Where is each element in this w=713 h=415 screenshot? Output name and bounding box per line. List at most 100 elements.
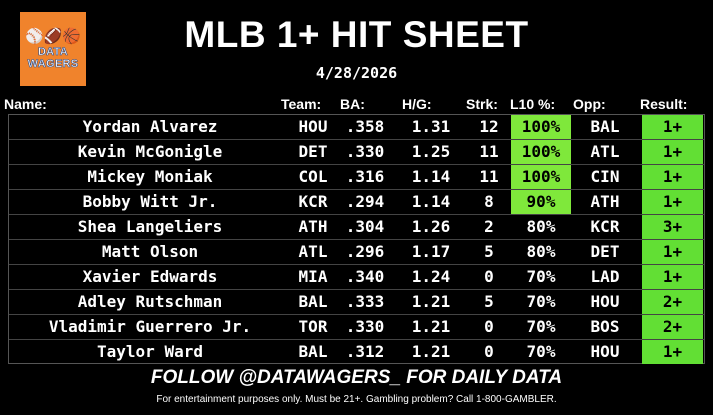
cell-l10: 70% xyxy=(526,267,556,286)
cell-opp: DET xyxy=(590,242,620,261)
cell-ba: .358 xyxy=(345,117,385,136)
cell-name: Xavier Edwards xyxy=(82,267,218,286)
cell-ba: .304 xyxy=(345,217,385,236)
cell-strk: 11 xyxy=(479,167,499,186)
cell-team: ATL xyxy=(298,242,328,261)
cell-l10: 100% xyxy=(511,140,571,164)
table-row: Bobby Witt Jr. KCR .294 1.14 8 90% ATH 1+ xyxy=(9,190,704,215)
table-row: Adley Rutschman BAL .333 1.21 5 70% HOU 2+ xyxy=(9,290,704,315)
cell-opp: BOS xyxy=(590,317,620,336)
follow-banner: FOLLOW @DATAWAGERS_ FOR DAILY DATA xyxy=(150,367,563,388)
cell-name: Shea Langeliers xyxy=(77,217,223,236)
header-l10: L10 %: xyxy=(510,96,556,112)
cell-hg: 1.24 xyxy=(411,267,451,286)
cell-l10: 80% xyxy=(526,242,556,261)
cell-name: Yordan Alvarez xyxy=(82,117,218,136)
cell-result: 1+ xyxy=(642,190,703,214)
cell-opp: ATH xyxy=(590,192,620,211)
cell-result: 1+ xyxy=(642,115,703,139)
cell-name: Bobby Witt Jr. xyxy=(82,192,218,211)
cell-team: HOU xyxy=(298,117,328,136)
cell-strk: 12 xyxy=(479,117,499,136)
cell-ba: .340 xyxy=(345,267,385,286)
cell-hg: 1.21 xyxy=(411,342,451,361)
cell-ba: .312 xyxy=(345,342,385,361)
cell-team: BAL xyxy=(298,342,328,361)
cell-team: MIA xyxy=(298,267,328,286)
sports-balls-icon: ⚾🏈🏀 xyxy=(24,27,82,45)
sheet-date: 4/28/2026 xyxy=(315,64,398,82)
cell-ba: .330 xyxy=(345,317,385,336)
cell-l10: 90% xyxy=(511,190,571,214)
cell-result: 1+ xyxy=(642,165,703,189)
cell-l10: 80% xyxy=(526,217,556,236)
cell-hg: 1.21 xyxy=(411,292,451,311)
disclaimer-text: For entertainment purposes only. Must be… xyxy=(156,394,557,405)
table-row: Mickey Moniak COL .316 1.14 11 100% CIN 1+ xyxy=(9,165,704,190)
cell-result: 1+ xyxy=(642,140,703,164)
cell-strk: 0 xyxy=(484,267,494,286)
cell-opp: KCR xyxy=(590,217,620,236)
header-result: Result: xyxy=(640,96,688,112)
cell-hg: 1.31 xyxy=(411,117,451,136)
header-ba: BA: xyxy=(340,96,365,112)
cell-ba: .316 xyxy=(345,167,385,186)
cell-l10: 70% xyxy=(526,342,556,361)
cell-result: 1+ xyxy=(642,240,703,264)
header-strk: Strk: xyxy=(466,96,498,112)
cell-name: Mickey Moniak xyxy=(87,167,213,186)
cell-result: 1+ xyxy=(642,265,703,289)
cell-result: 2+ xyxy=(642,290,703,314)
cell-team: BAL xyxy=(298,292,328,311)
cell-team: TOR xyxy=(298,317,328,336)
header-opp: Opp: xyxy=(573,96,606,112)
table-row: Xavier Edwards MIA .340 1.24 0 70% LAD 1+ xyxy=(9,265,704,290)
cell-strk: 0 xyxy=(484,342,494,361)
table-row: Shea Langeliers ATH .304 1.26 2 80% KCR 3+ xyxy=(9,215,704,240)
cell-team: DET xyxy=(298,142,328,161)
header-hg: H/G: xyxy=(402,96,432,112)
cell-ba: .296 xyxy=(345,242,385,261)
cell-ba: .294 xyxy=(345,192,385,211)
cell-opp: BAL xyxy=(590,117,620,136)
cell-hg: 1.21 xyxy=(411,317,451,336)
cell-hg: 1.25 xyxy=(411,142,451,161)
cell-ba: .333 xyxy=(345,292,385,311)
cell-opp: ATL xyxy=(590,142,620,161)
cell-strk: 8 xyxy=(484,192,494,211)
cell-hg: 1.14 xyxy=(411,167,451,186)
cell-strk: 2 xyxy=(484,217,494,236)
cell-result: 2+ xyxy=(642,315,703,339)
cell-hg: 1.17 xyxy=(411,242,451,261)
cell-opp: CIN xyxy=(590,167,620,186)
header-team: Team: xyxy=(281,96,322,112)
datawagers-logo: ⚾🏈🏀 DATA WAGERS xyxy=(20,12,86,86)
hit-sheet-table: Yordan Alvarez HOU .358 1.31 12 100% BAL 1+ Kevi… xyxy=(8,114,705,364)
cell-l10: 70% xyxy=(526,317,556,336)
cell-l10: 100% xyxy=(511,165,571,189)
logo-text-line2: WAGERS xyxy=(27,58,79,71)
cell-opp: LAD xyxy=(590,267,620,286)
cell-hg: 1.26 xyxy=(411,217,451,236)
cell-strk: 5 xyxy=(484,242,494,261)
cell-l10: 100% xyxy=(511,115,571,139)
cell-name: Adley Rutschman xyxy=(77,292,223,311)
cell-team: COL xyxy=(298,167,328,186)
cell-strk: 0 xyxy=(484,317,494,336)
cell-result: 3+ xyxy=(642,215,703,239)
table-row: Matt Olson ATL .296 1.17 5 80% DET 1+ xyxy=(9,240,704,265)
cell-team: KCR xyxy=(298,192,328,211)
table-row: Yordan Alvarez HOU .358 1.31 12 100% BAL 1+ xyxy=(9,115,704,140)
cell-team: ATH xyxy=(298,217,328,236)
header-name: Name: xyxy=(4,96,47,112)
cell-name: Kevin McGonigle xyxy=(77,142,223,161)
cell-opp: HOU xyxy=(590,292,620,311)
table-header: Name: Team: BA: H/G: Strk: L10 %: Opp: R… xyxy=(0,94,713,114)
cell-l10: 70% xyxy=(526,292,556,311)
table-row: Taylor Ward BAL .312 1.21 0 70% HOU 1+ xyxy=(9,340,704,365)
cell-hg: 1.14 xyxy=(411,192,451,211)
cell-result: 1+ xyxy=(642,340,703,364)
cell-strk: 11 xyxy=(479,142,499,161)
cell-strk: 5 xyxy=(484,292,494,311)
table-row: Kevin McGonigle DET .330 1.25 11 100% ATL 1+ xyxy=(9,140,704,165)
